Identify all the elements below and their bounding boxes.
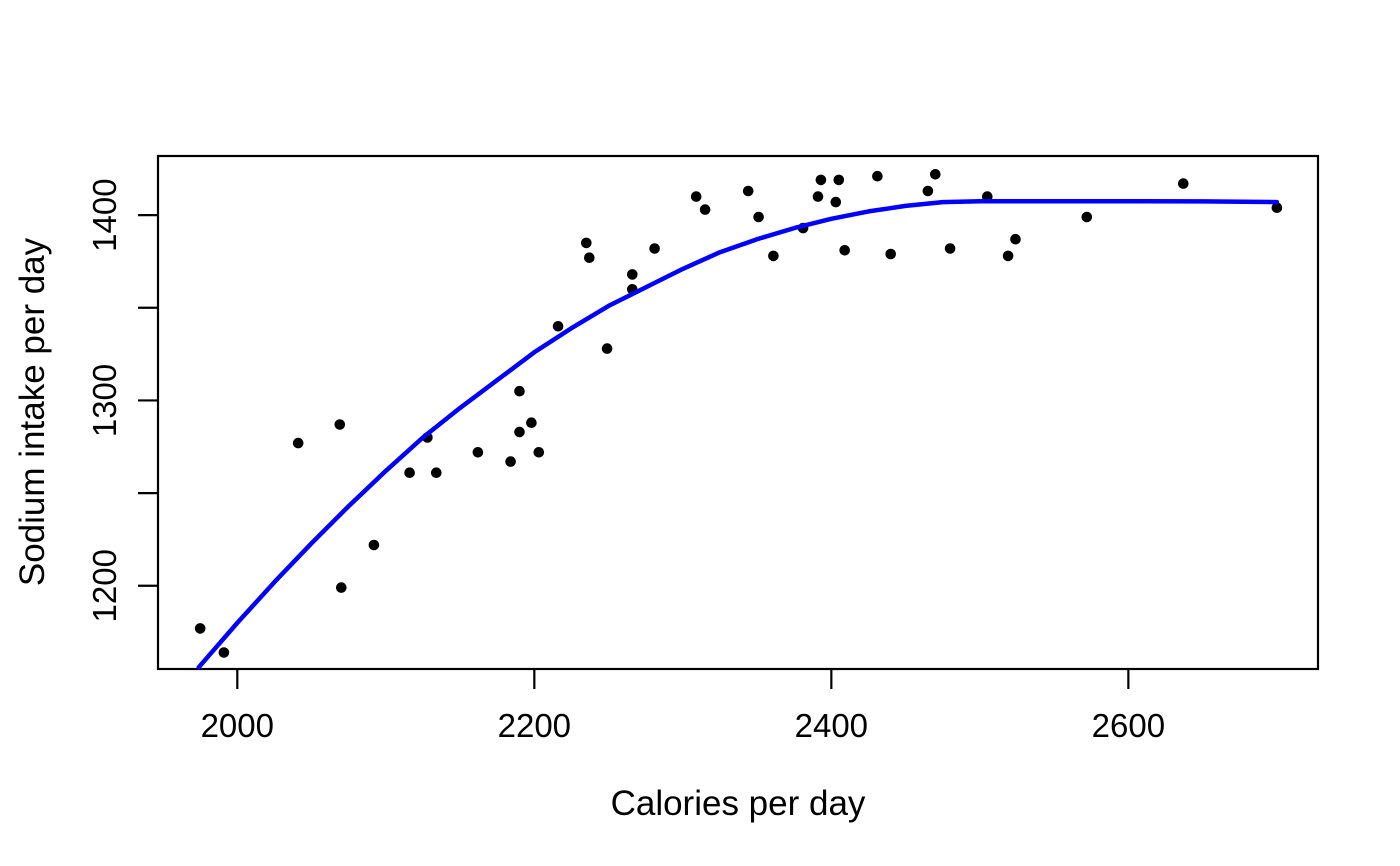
data-point xyxy=(649,243,660,254)
y-axis-tick-label: 1300 xyxy=(86,364,123,437)
data-point xyxy=(690,191,702,202)
data-point xyxy=(753,211,764,223)
data-point xyxy=(533,447,545,458)
data-point xyxy=(194,623,206,634)
data-point xyxy=(627,269,638,280)
data-point xyxy=(830,196,842,208)
data-point xyxy=(584,252,595,263)
x-axis-tick-label: 2600 xyxy=(1092,707,1165,744)
x-axis-tick-label: 2000 xyxy=(201,707,274,744)
data-point xyxy=(1010,233,1021,245)
data-point xyxy=(404,467,415,479)
data-point xyxy=(1178,178,1189,189)
data-point xyxy=(505,456,516,467)
x-axis-title: Calories per day xyxy=(611,784,866,823)
data-point xyxy=(601,343,613,354)
data-point xyxy=(1002,250,1014,262)
data-point xyxy=(833,174,845,186)
x-axis-tick-label: 2200 xyxy=(498,707,571,744)
data-point xyxy=(552,321,564,332)
data-point xyxy=(1081,211,1093,223)
y-axis-title: Sodium intake per day xyxy=(13,237,52,586)
chart-layer: 2000 2200 2400 2600 1200 1300 1400 xyxy=(86,154,1320,744)
data-point xyxy=(472,447,484,458)
data-point xyxy=(885,248,896,260)
data-point xyxy=(930,169,941,180)
y-axis-tick-label: 1200 xyxy=(86,549,123,622)
data-point xyxy=(815,174,827,186)
data-point xyxy=(1271,202,1283,213)
data-point xyxy=(699,204,711,215)
data-point xyxy=(812,191,824,202)
data-point xyxy=(768,250,779,262)
data-point xyxy=(218,647,230,658)
data-point xyxy=(922,185,934,197)
data-point xyxy=(581,237,592,249)
data-point xyxy=(336,582,347,593)
x-axis-tick-label: 2400 xyxy=(795,707,868,744)
data-point xyxy=(431,467,442,479)
data-point xyxy=(334,419,346,430)
y-axis-tick-label: 1400 xyxy=(86,178,123,251)
data-point xyxy=(839,245,850,256)
data-point xyxy=(944,243,956,254)
plot-border xyxy=(156,154,1320,671)
data-point xyxy=(526,417,537,429)
fit-curve xyxy=(196,198,1280,670)
data-point xyxy=(742,185,754,197)
data-point xyxy=(514,426,525,438)
data-point xyxy=(872,170,883,182)
data-point xyxy=(368,539,380,551)
data-point xyxy=(514,385,525,397)
data-point xyxy=(292,437,304,449)
